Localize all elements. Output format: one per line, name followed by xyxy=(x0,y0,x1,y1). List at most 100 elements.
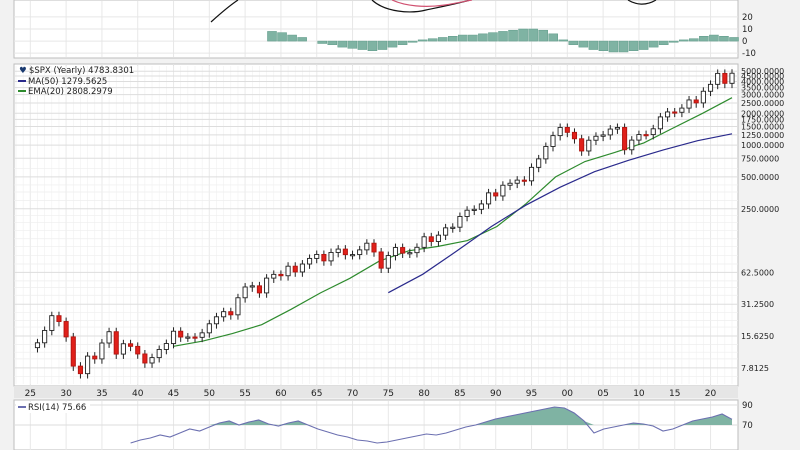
x-tick-label: 90 xyxy=(490,389,502,399)
candle-up xyxy=(99,342,105,360)
candle-down xyxy=(178,330,184,338)
rsi-label: RSI(14) 75.66 xyxy=(28,403,86,413)
macd-bar xyxy=(488,32,498,42)
candle-up xyxy=(185,336,191,339)
macd-axis: 20 10 0 -10 xyxy=(742,13,756,59)
x-tick-label: 65 xyxy=(311,389,322,399)
legend: ♥ $SPX (Yearly) 4783.8301 MA(50) 1279.56… xyxy=(18,66,134,97)
x-tick-label: 50 xyxy=(204,389,216,399)
candle-up xyxy=(707,83,714,92)
macd-bar xyxy=(397,40,408,45)
candle-down xyxy=(92,355,98,360)
candle-down xyxy=(292,265,298,273)
candle-down xyxy=(228,311,234,316)
macd-bar xyxy=(689,38,699,42)
x-tick-label: 95 xyxy=(526,389,537,399)
candle-down xyxy=(571,131,578,140)
candle-up xyxy=(443,227,449,236)
candle-down xyxy=(672,111,678,114)
macd-bar xyxy=(588,40,599,50)
y-tick-label: 2500.0000 xyxy=(741,99,784,108)
macd-signal-center xyxy=(391,0,473,7)
candle-down xyxy=(342,248,348,256)
candle-up xyxy=(665,111,671,118)
macd-bar xyxy=(709,34,719,42)
macd-bar xyxy=(407,40,418,43)
candle-up xyxy=(457,216,463,228)
candle-up xyxy=(385,255,391,269)
candle-up xyxy=(500,184,506,197)
macd-bar xyxy=(437,37,448,42)
macd-histogram xyxy=(267,28,739,53)
candle-down xyxy=(77,365,83,375)
candle-down xyxy=(256,285,262,294)
candle-down xyxy=(135,345,141,355)
x-axis-band xyxy=(14,386,738,398)
macd-tick-label: 0 xyxy=(742,37,747,47)
candle-down xyxy=(579,138,585,152)
candle-up xyxy=(421,236,427,248)
candle-up xyxy=(679,107,685,113)
rsi-overbought-fill xyxy=(130,407,733,425)
candle-up xyxy=(357,249,363,256)
candle-down xyxy=(192,336,198,339)
x-tick-label: 75 xyxy=(383,389,394,399)
macd-bar xyxy=(287,34,297,42)
candle-up xyxy=(471,208,477,211)
candle-down xyxy=(113,331,119,355)
legend-ema20: EMA(20) 2808.2979 xyxy=(28,87,113,97)
x-tick-label: 80 xyxy=(418,389,430,399)
candle-up xyxy=(156,349,162,359)
candle-up xyxy=(264,277,270,294)
macd-bar xyxy=(548,33,558,42)
candle-up xyxy=(528,166,535,182)
legend-ma50: MA(50) 1279.5625 xyxy=(28,77,107,87)
macd-bar xyxy=(729,37,739,42)
macd-bar xyxy=(648,40,659,48)
candle-up xyxy=(49,315,55,331)
x-tick-label: 85 xyxy=(454,389,465,399)
candle-up xyxy=(700,90,706,104)
candle-up xyxy=(536,158,542,168)
rsi-line xyxy=(130,406,733,444)
macd-bar xyxy=(478,33,488,42)
candle-up xyxy=(600,134,606,137)
y-tick-label: 750.0000 xyxy=(741,154,779,163)
macd-bar xyxy=(498,31,508,42)
candle-up xyxy=(249,285,255,288)
candle-up xyxy=(34,342,41,349)
candle-up xyxy=(221,311,227,318)
y-tick-label: 250.0000 xyxy=(741,205,779,214)
candle-up xyxy=(650,128,656,136)
macd-bar xyxy=(448,36,458,42)
macd-bar xyxy=(568,40,579,45)
x-tick-label: 25 xyxy=(25,389,36,399)
candle-up xyxy=(235,297,241,316)
candle-down xyxy=(278,273,284,277)
x-tick-label: 45 xyxy=(168,389,179,399)
macd-bar xyxy=(417,39,428,42)
x-tick-label: 55 xyxy=(239,389,250,399)
candle-up xyxy=(242,286,248,299)
x-tick-label: 60 xyxy=(275,389,287,399)
x-tick-label: 15 xyxy=(669,389,680,399)
macd-bar xyxy=(317,40,327,44)
macd-bar xyxy=(508,29,518,42)
y-tick-label: 5000.0000 xyxy=(741,67,784,76)
candle-up xyxy=(213,316,220,325)
candle-up xyxy=(335,248,341,253)
candle-down xyxy=(564,126,570,133)
candle-up xyxy=(328,252,334,262)
candle-down xyxy=(128,343,134,347)
candle-up xyxy=(170,330,177,344)
candle-down xyxy=(142,353,148,364)
candle-up xyxy=(42,329,48,344)
rsi-grid xyxy=(14,401,738,450)
candle-up xyxy=(550,135,556,147)
macd-bar xyxy=(598,40,609,51)
candle-up xyxy=(614,127,620,130)
candle-up xyxy=(120,343,126,355)
macd-bar xyxy=(578,40,589,48)
y-tick-label: 1750.0000 xyxy=(741,115,784,124)
